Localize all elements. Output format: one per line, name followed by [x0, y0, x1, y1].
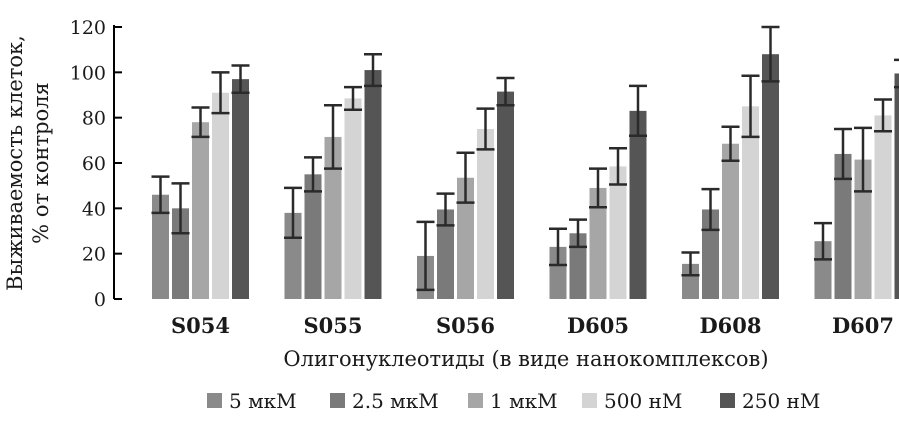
error-bar — [151, 175, 170, 215]
bar-s055-series-5 — [364, 70, 382, 299]
legend-label-series-3: 1 мкМ — [490, 389, 558, 413]
error-bar — [304, 156, 322, 193]
error-bar — [436, 192, 455, 227]
error-bar — [284, 186, 302, 240]
bar-d605-series-4 — [609, 166, 627, 299]
bar-d608-series-4 — [742, 106, 759, 299]
category-label-d605: D605 — [567, 313, 629, 338]
plot-area: 0 20 40 60 80 100 120 S054 S055 S056 D605 D608 D607 — [70, 17, 899, 338]
bar-s056-series-2 — [437, 209, 454, 299]
y-axis-title-line2: % от контроля — [29, 82, 53, 244]
bar-s055-series-3 — [324, 136, 342, 299]
error-bar — [171, 182, 190, 235]
y-tick-label: 80 — [82, 108, 106, 130]
y-tick-label: 40 — [82, 198, 106, 220]
bar-d607-series-4 — [874, 115, 892, 300]
legend-swatch-series-2 — [330, 393, 345, 408]
error-bar — [476, 107, 495, 151]
y-tick-label: 0 — [94, 289, 106, 311]
bar-d608-series-2 — [702, 209, 719, 299]
bar-s056-series-5 — [497, 91, 514, 299]
bar-s054-series-4 — [212, 92, 229, 299]
bar-d605-series-1 — [549, 246, 567, 299]
error-bar — [211, 71, 230, 115]
error-bar — [874, 98, 892, 133]
bar-d605-series-2 — [569, 233, 587, 299]
bar-d605-series-5 — [629, 110, 647, 299]
y-tick-label: 100 — [70, 62, 106, 84]
bar-d607-series-3 — [854, 159, 872, 299]
legend-swatch-series-1 — [207, 393, 222, 408]
bar-d607-series-2 — [834, 153, 852, 299]
error-bar — [496, 76, 515, 107]
y-tick-label: 20 — [82, 244, 106, 266]
error-bar — [701, 187, 720, 232]
error-bar — [761, 25, 780, 83]
error-bar — [681, 251, 700, 277]
bar-d608-series-1 — [682, 263, 699, 299]
bar-s055-series-4 — [344, 98, 362, 300]
bar-s056-series-3 — [457, 177, 474, 299]
error-bar — [364, 52, 382, 88]
error-bar — [231, 64, 250, 94]
bar-d607-series-5 — [894, 73, 899, 299]
category-label-d607: D607 — [832, 313, 894, 338]
error-bar — [741, 74, 760, 139]
legend-swatch-series-5 — [720, 393, 735, 408]
legend-swatch-series-3 — [468, 393, 483, 408]
error-bar — [629, 84, 647, 138]
category-label-d608: D608 — [699, 313, 761, 338]
bar-s055-series-2 — [304, 174, 322, 299]
error-bar — [589, 167, 607, 209]
category-label-s056: S056 — [436, 313, 495, 338]
legend-label-series-4: 500 нМ — [604, 389, 682, 413]
error-bar — [721, 125, 740, 162]
y-axis-title-line1: Выживаемость клеток, — [3, 35, 27, 291]
legend: 5 мкМ 2.5 мкМ 1 мкМ 500 нМ 250 нМ — [207, 389, 820, 413]
legend-label-series-5: 250 нМ — [742, 389, 820, 413]
bar-s055-series-1 — [284, 212, 302, 299]
error-bar — [814, 221, 832, 261]
bar-s056-series-4 — [477, 129, 494, 299]
legend-swatch-series-4 — [582, 393, 597, 408]
y-tick-label: 120 — [70, 17, 106, 39]
error-bar — [416, 220, 435, 292]
error-bar — [894, 58, 899, 89]
legend-label-series-1: 5 мкМ — [229, 389, 297, 413]
bar-d608-series-3 — [722, 143, 739, 299]
error-bar — [344, 85, 362, 111]
error-bar — [834, 127, 852, 181]
bar-d608-series-5 — [762, 54, 779, 300]
error-bar — [854, 126, 872, 193]
category-label-s055: S055 — [303, 313, 362, 338]
bar-d607-series-1 — [814, 241, 832, 299]
category-label-s054: S054 — [171, 313, 230, 338]
bar-s054-series-1 — [152, 194, 169, 299]
y-tick-label: 60 — [82, 153, 106, 175]
bar-s054-series-3 — [192, 122, 209, 299]
error-bar — [609, 147, 627, 186]
error-bar — [549, 227, 567, 267]
bar-d605-series-3 — [589, 187, 607, 299]
error-bar — [569, 218, 587, 249]
error-bar — [191, 106, 210, 139]
error-bar — [324, 103, 342, 170]
error-bar — [456, 151, 475, 204]
legend-label-series-2: 2.5 мкМ — [352, 389, 439, 413]
x-axis-title: Олигонуклеотиды (в виде нанокомплексов) — [283, 347, 768, 371]
bar-s054-series-5 — [232, 79, 249, 299]
bar-s054-series-2 — [172, 208, 189, 299]
